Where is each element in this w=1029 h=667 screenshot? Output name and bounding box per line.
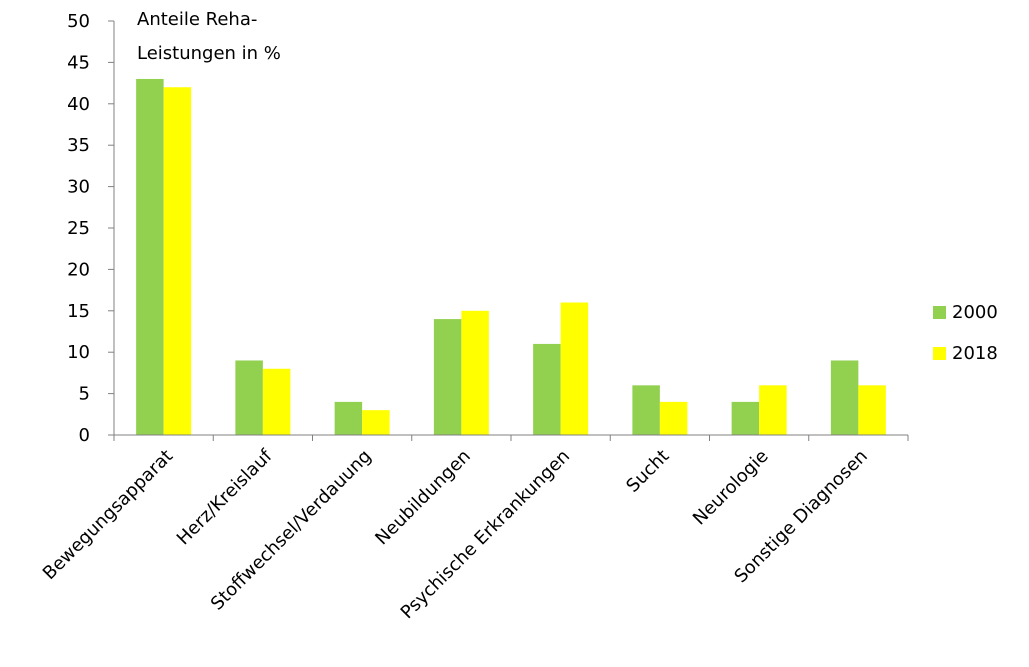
bar-2000-8 [830, 360, 859, 435]
legend-label-2018: 2018 [952, 343, 998, 364]
bar-2018-7 [759, 385, 787, 435]
bar-2000-1 [136, 78, 164, 436]
y-axis-label-line-1: Anteile Reha- [137, 9, 257, 30]
x-tick-labels: BewegungsapparatHerz/KreislaufStoffwechs… [39, 445, 872, 623]
x-tick-label: Herz/Kreislauf [173, 445, 277, 549]
y-tick-label: 35 [67, 135, 90, 156]
y-axis-label: Anteile Reha- Leistungen in % [137, 9, 281, 64]
legend-swatch-2018 [933, 347, 946, 360]
bar-2018-2 [262, 368, 291, 435]
x-tick-label: Sucht [622, 446, 673, 497]
bar-2000-7 [731, 401, 760, 435]
y-tick-label: 15 [67, 301, 90, 322]
bar-2000-4 [433, 319, 462, 435]
y-tick-label: 40 [67, 94, 90, 115]
y-tick-label: 10 [67, 342, 90, 363]
y-axis-label-line-2: Leistungen in % [137, 43, 281, 64]
axes [108, 20, 909, 441]
x-tick-label: Stoffwechsel/Verdauung [207, 446, 376, 615]
bar-2000-2 [235, 360, 263, 435]
bar-2018-5 [560, 302, 589, 435]
x-tick-label: Neubildungen [371, 446, 475, 550]
y-tick-label: 45 [67, 52, 90, 73]
y-tick-label: 20 [67, 259, 90, 280]
bar-2018-8 [858, 385, 886, 435]
y-tick-label: 25 [67, 218, 90, 239]
x-tick-label: Psychische Erkrankungen [397, 446, 574, 623]
bar-2018-3 [362, 410, 390, 435]
bar-2018-1 [163, 87, 192, 436]
y-tick-label: 0 [79, 425, 90, 446]
legend-swatch-2000 [933, 306, 946, 319]
y-tick-label: 30 [67, 177, 90, 198]
y-tick-label: 5 [79, 384, 90, 405]
x-tick-label: Bewegungsapparat [39, 446, 177, 584]
bar-2000-5 [533, 343, 561, 435]
legend: 2000 2018 [933, 302, 998, 364]
legend-label-2000: 2000 [952, 302, 998, 323]
y-tick-labels: 0 5 10 15 20 25 30 35 40 45 50 [67, 11, 90, 446]
bar-2000-6 [632, 385, 660, 435]
bar-2018-4 [461, 310, 489, 435]
bars [136, 78, 886, 436]
x-tick-label: Neurologie [689, 446, 773, 530]
y-tick-label: 50 [67, 11, 90, 32]
bar-2018-6 [659, 401, 688, 435]
bar-2000-3 [334, 401, 363, 435]
